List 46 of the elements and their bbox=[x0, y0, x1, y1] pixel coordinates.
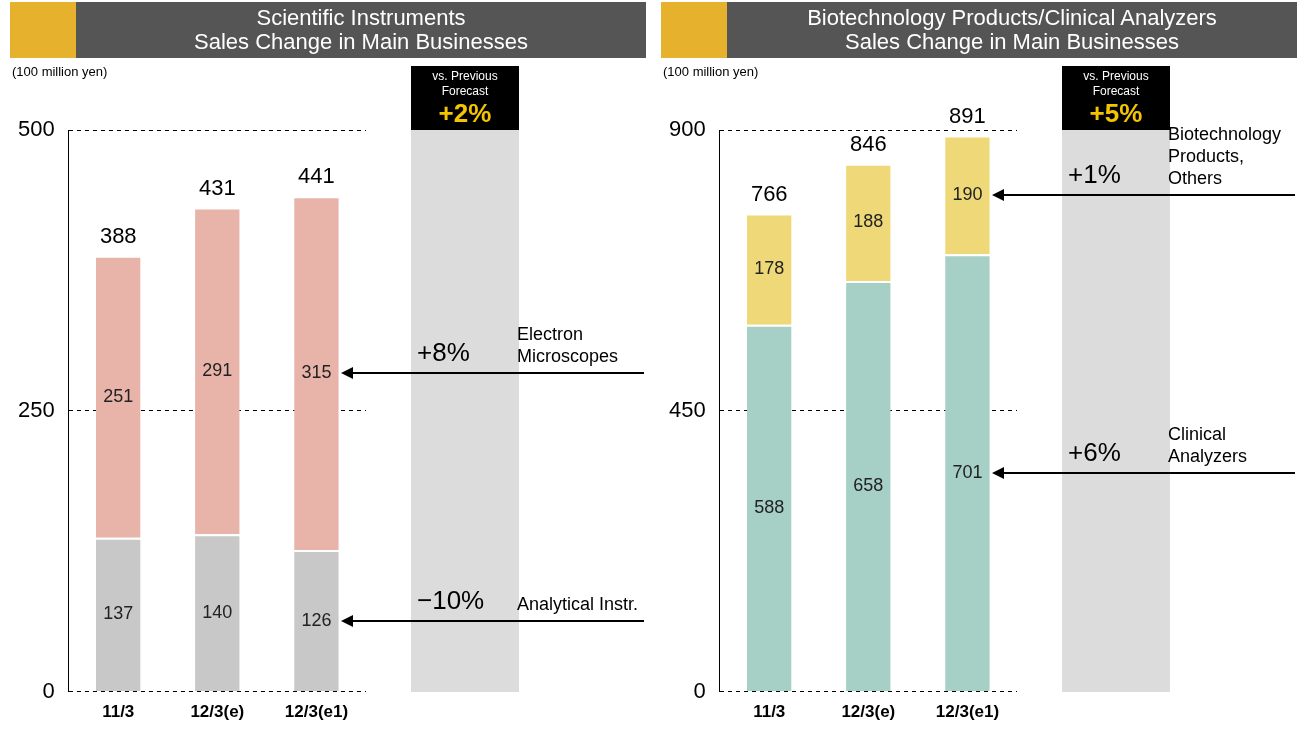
y-axis-title: (100 million yen) bbox=[12, 64, 108, 79]
text: vs. Previous Forecast bbox=[431, 68, 499, 99]
data-label: 658 bbox=[853, 475, 884, 496]
y-tick-label: 0 bbox=[693, 677, 706, 703]
text: Analytical Instr. bbox=[517, 592, 640, 615]
data-label: 188 bbox=[853, 211, 884, 232]
x-tick-label: 12/3(e1) bbox=[935, 702, 1000, 722]
x-tick-label: 11/3 bbox=[753, 702, 786, 722]
total-label: 388 bbox=[99, 222, 137, 248]
text: Biotechnology Products, Others bbox=[1168, 122, 1283, 189]
y-tick-label: 0 bbox=[42, 677, 55, 703]
data-label: 291 bbox=[202, 359, 233, 380]
y-tick-label: 450 bbox=[668, 396, 706, 422]
data-label: 137 bbox=[103, 603, 134, 624]
y-tick-label: 250 bbox=[17, 396, 55, 422]
x-tick-label: 12/3(e) bbox=[841, 702, 896, 722]
x-tick-label: 11/3 bbox=[102, 702, 135, 722]
text: +2% bbox=[437, 98, 493, 128]
text: −10% bbox=[417, 584, 485, 616]
total-label: 891 bbox=[949, 102, 986, 128]
text: +5% bbox=[1089, 98, 1143, 128]
data-label: 178 bbox=[754, 258, 785, 279]
data-label: 126 bbox=[301, 609, 332, 630]
text: +8% bbox=[417, 337, 470, 369]
y-tick-label: 500 bbox=[17, 116, 55, 142]
x-tick-label: 12/3(e) bbox=[190, 702, 245, 722]
total-label: 431 bbox=[198, 174, 236, 200]
total-label: 846 bbox=[849, 130, 887, 156]
data-label: 701 bbox=[952, 461, 983, 482]
chart-title: Biotechnology Products/Clinical Analyzers Sales Change in Main Businesses bbox=[806, 5, 1218, 54]
data-label: 315 bbox=[301, 362, 332, 383]
data-label: 190 bbox=[952, 183, 983, 204]
x-tick-label: 12/3(e1) bbox=[284, 702, 349, 722]
data-label: 251 bbox=[103, 385, 134, 406]
text: +1% bbox=[1068, 158, 1121, 190]
text: Clinical Analyzers bbox=[1168, 422, 1249, 467]
text: Electron Microscopes bbox=[517, 323, 620, 368]
y-tick-label: 900 bbox=[668, 116, 706, 142]
text: +6% bbox=[1068, 436, 1121, 468]
text: vs. Previous Forecast bbox=[1082, 68, 1150, 99]
total-label: 766 bbox=[750, 180, 788, 206]
chart-title: Scientific Instruments Sales Change in Main Businesses bbox=[193, 5, 529, 54]
total-label: 441 bbox=[298, 163, 335, 189]
y-axis-title: (100 million yen) bbox=[663, 64, 759, 79]
data-label: 140 bbox=[202, 601, 233, 622]
data-label: 588 bbox=[754, 496, 785, 517]
